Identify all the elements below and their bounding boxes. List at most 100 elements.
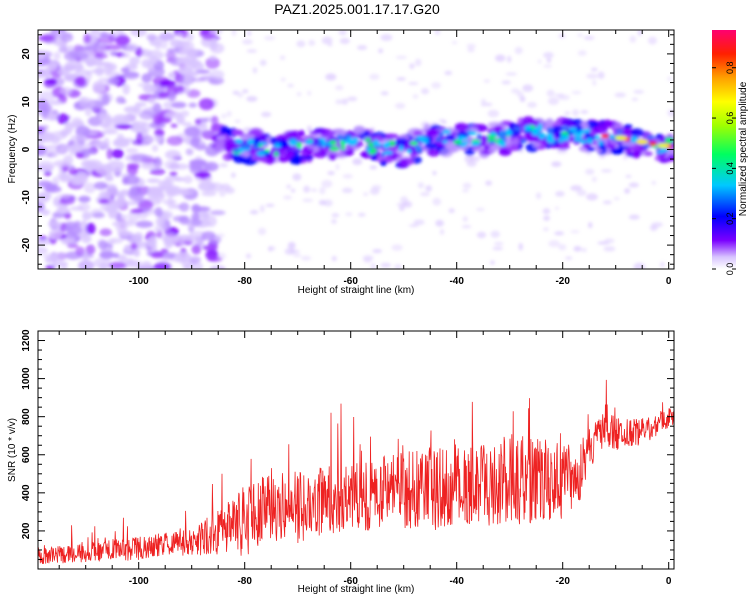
heatmap-blob [38,239,51,246]
heatmap-blob [398,158,409,168]
snr-ytick-label: 400 [21,484,32,501]
heatmap-blob [631,97,639,101]
heatmap-blob [434,30,441,36]
heatmap-blob [163,51,178,58]
heatmap-blob [441,139,449,144]
heatmap-blob [558,243,567,251]
heatmap-blob [159,79,176,88]
heatmap-blob [184,70,199,77]
heatmap-blob [45,264,56,269]
heatmap-blob [625,174,632,178]
colorbar-tick-label: 0.4 [725,162,735,175]
heatmap-blob [42,254,55,259]
snr-ytick-label: 1200 [21,329,32,352]
heatmap-blob [88,57,103,66]
heatmap-blob [112,114,130,125]
heatmap-blob [335,163,340,171]
heatmap-blob [133,103,142,116]
heatmap-blobs [38,30,674,269]
heatmap-blob [52,261,69,267]
heatmap-blob [439,228,445,235]
heatmap-blob [556,116,570,126]
heatmap-blob [425,128,440,137]
heatmap-blob [398,205,405,212]
heatmap-blob [651,222,664,228]
heatmap-blob [169,39,184,48]
heatmap-blob [506,55,512,63]
heatmap-blob [408,224,419,228]
heatmap-blob [420,192,430,197]
heatmap-blob [279,55,286,61]
heatmap-blob [391,244,403,251]
spectrogram-xlabel: Height of straight line (km) [298,285,415,296]
heatmap-blob [233,155,247,164]
heatmap-blob [220,183,231,191]
heatmap-blob [212,140,227,145]
heatmap-blob [592,79,597,86]
heatmap-blob [183,84,190,95]
heatmap-blob [628,214,640,220]
snr-series-line [38,379,674,565]
heatmap-blob [586,147,596,152]
heatmap-blob [369,187,380,195]
heatmap-blob [94,52,108,59]
snr-frame [37,330,675,570]
heatmap-blob [382,133,399,139]
heatmap-blob [577,33,583,37]
heatmap-blob [583,35,595,41]
heatmap-blob [331,255,337,262]
heatmap-blob [185,148,194,156]
heatmap-blob [178,187,189,196]
heatmap-blob [657,143,670,149]
heatmap-blob [198,181,216,192]
heatmap-blob [274,143,281,149]
heatmap-blob [345,212,353,217]
heatmap-blob [120,219,136,227]
heatmap-blob [239,143,249,149]
heatmap-blob [368,151,376,155]
heatmap-blob [648,141,657,146]
heatmap-blob [597,71,605,80]
heatmap-blob [130,242,138,250]
figure-title: PAZ1.2025.001.17.17.G20 [274,1,440,17]
heatmap-blob [106,147,113,160]
heatmap-blob [636,139,649,145]
heatmap-blob [413,219,425,226]
heatmap-blob [38,50,47,61]
heatmap-blob [331,213,340,218]
heatmap-blob [286,184,292,189]
heatmap-blob [92,212,106,219]
heatmap-blob [60,33,74,43]
heatmap-blob [462,182,472,189]
heatmap-blob [435,136,442,142]
heatmap-blob [174,251,192,263]
heatmap-blob [448,208,455,214]
heatmap-blob [335,99,343,105]
heatmap-blob [413,130,422,136]
heatmap-blob [152,190,165,203]
heatmap-blob [84,107,92,117]
heatmap-blob [242,39,253,45]
heatmap-blob [321,36,333,45]
heatmap-blob [667,76,672,82]
heatmap-blob [160,39,168,50]
heatmap-blob [594,135,601,140]
heatmap-blob [369,73,380,80]
heatmap-blob [93,181,108,190]
heatmap-blob [352,158,363,166]
heatmap-blob [353,125,366,135]
colorbar: 0.0 0.2 0.4 0.6 0.8 Normalized spectral ampl… [712,30,749,275]
heatmap-blob [647,36,658,45]
heatmap-blob [92,81,106,93]
heatmap-blob [409,63,415,70]
spectrogram-xtick-label: -40 [449,276,464,287]
heatmap-blob [658,157,671,163]
heatmap-blob [152,113,164,126]
heatmap-blob [495,54,506,62]
heatmap-blob [656,150,665,154]
heatmap-blob [69,206,85,211]
heatmap-blob [170,123,178,128]
heatmap-blob [380,262,392,268]
heatmap-blob [134,49,143,56]
